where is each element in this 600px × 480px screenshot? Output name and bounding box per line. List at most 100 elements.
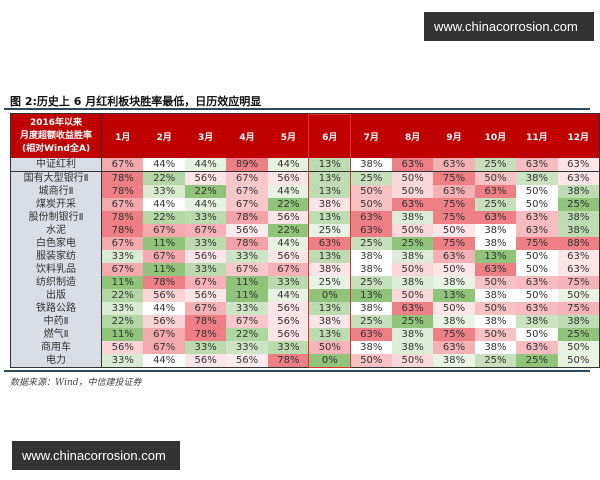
value-cell: 63%: [391, 302, 434, 315]
row-label: 纺织制造: [10, 276, 103, 289]
value-cell: 67%: [184, 302, 227, 315]
value-cell: 50%: [557, 354, 600, 368]
value-cell: 67%: [101, 198, 144, 211]
value-cell: 63%: [350, 328, 392, 341]
table-row: 出版 22% 56% 56% 11% 44% 0% 13% 50% 13% 38% 50% 50%: [10, 289, 600, 302]
value-cell: 75%: [433, 328, 475, 341]
value-cell: 38%: [474, 289, 517, 302]
value-cell: 50%: [433, 302, 475, 315]
title-rule: [4, 108, 590, 110]
value-cell: 50%: [516, 198, 558, 211]
value-cell: 50%: [309, 341, 351, 354]
value-cell: 33%: [226, 302, 268, 315]
value-cell: 63%: [433, 185, 475, 198]
value-cell: 33%: [101, 354, 144, 368]
header-label-line: (相对Wind全A): [22, 143, 91, 154]
value-cell: 50%: [391, 263, 434, 276]
value-cell: 38%: [350, 302, 392, 315]
value-cell: 63%: [516, 158, 558, 172]
row-label: 燃气Ⅱ: [10, 328, 103, 341]
value-cell: 75%: [516, 237, 558, 250]
value-cell: 63%: [350, 211, 392, 224]
value-cell: 67%: [226, 263, 268, 276]
table-row: 饮料乳品 67% 11% 33% 67% 67% 38% 38% 50% 50% 63% 50% 63%: [10, 263, 600, 276]
month-header: 9月: [433, 113, 475, 158]
value-cell: 13%: [309, 250, 351, 263]
value-cell: 56%: [267, 211, 310, 224]
value-cell: 50%: [474, 302, 517, 315]
value-cell: 50%: [391, 185, 434, 198]
value-cell: 22%: [143, 211, 185, 224]
value-cell: 25%: [350, 315, 392, 328]
value-cell: 56%: [226, 224, 268, 237]
value-cell: 25%: [391, 315, 434, 328]
value-cell: 67%: [184, 276, 227, 289]
month-header: 5月: [267, 113, 310, 158]
figure-title: 图 2:历史上 6 月红利板块胜率最低，日历效应明显: [10, 95, 262, 108]
value-cell: 38%: [433, 315, 475, 328]
value-cell: 50%: [516, 185, 558, 198]
value-cell: 63%: [557, 250, 600, 263]
value-cell: 38%: [391, 211, 434, 224]
value-cell: 63%: [474, 185, 517, 198]
table-row: 商用车 56% 67% 33% 33% 33% 50% 38% 38% 63% 38% 63% 50%: [10, 341, 600, 354]
row-label: 城商行Ⅱ: [10, 185, 103, 198]
value-cell: 25%: [557, 198, 600, 211]
row-label: 铁路公路: [10, 302, 103, 315]
value-cell: 13%: [309, 302, 351, 315]
value-cell: 56%: [267, 302, 310, 315]
value-cell: 44%: [184, 158, 227, 172]
table-row: 中药Ⅱ 22% 56% 78% 67% 56% 38% 25% 25% 38% 38% 38% 38%: [10, 315, 600, 328]
month-header: 2月: [143, 113, 185, 158]
value-cell: 56%: [267, 171, 310, 185]
value-cell: 50%: [474, 171, 517, 185]
value-cell: 63%: [391, 198, 434, 211]
value-cell: 50%: [350, 354, 392, 368]
row-label: 煤炭开采: [10, 198, 103, 211]
value-cell: 67%: [101, 158, 144, 172]
value-cell: 78%: [101, 211, 144, 224]
value-cell: 25%: [474, 158, 517, 172]
value-cell: 38%: [516, 171, 558, 185]
value-cell: 25%: [516, 354, 558, 368]
value-cell: 38%: [557, 185, 600, 198]
value-cell: 67%: [184, 224, 227, 237]
value-cell: 50%: [391, 354, 434, 368]
table-row: 纺织制造 11% 78% 67% 11% 33% 25% 25% 38% 38% 50% 63% 75%: [10, 276, 600, 289]
value-cell: 38%: [350, 158, 392, 172]
value-cell: 38%: [350, 250, 392, 263]
value-cell: 25%: [391, 237, 434, 250]
value-cell: 13%: [350, 289, 392, 302]
month-header: 10月: [474, 113, 517, 158]
value-cell: 78%: [101, 185, 144, 198]
value-cell: 67%: [267, 263, 310, 276]
value-cell: 63%: [309, 237, 351, 250]
value-cell: 50%: [433, 263, 475, 276]
value-cell: 25%: [474, 354, 517, 368]
value-cell: 75%: [433, 237, 475, 250]
value-cell: 0%: [309, 289, 351, 302]
value-cell: 22%: [267, 198, 310, 211]
value-cell: 67%: [101, 237, 144, 250]
value-cell: 63%: [516, 211, 558, 224]
month-header: 3月: [184, 113, 227, 158]
value-cell: 63%: [557, 263, 600, 276]
value-cell: 63%: [474, 263, 517, 276]
value-cell: 25%: [350, 171, 392, 185]
value-cell: 50%: [516, 250, 558, 263]
value-cell: 67%: [143, 341, 185, 354]
value-cell: 63%: [391, 158, 434, 172]
value-cell: 33%: [101, 302, 144, 315]
row-label: 国有大型银行Ⅱ: [10, 171, 103, 185]
value-cell: 44%: [143, 158, 185, 172]
value-cell: 44%: [143, 354, 185, 368]
value-cell: 67%: [143, 224, 185, 237]
value-cell: 56%: [267, 250, 310, 263]
value-cell: 44%: [267, 158, 310, 172]
value-cell: 50%: [516, 263, 558, 276]
value-cell: 78%: [226, 211, 268, 224]
value-cell: 22%: [143, 171, 185, 185]
value-cell: 63%: [516, 224, 558, 237]
value-cell: 78%: [101, 224, 144, 237]
value-cell: 13%: [309, 185, 351, 198]
